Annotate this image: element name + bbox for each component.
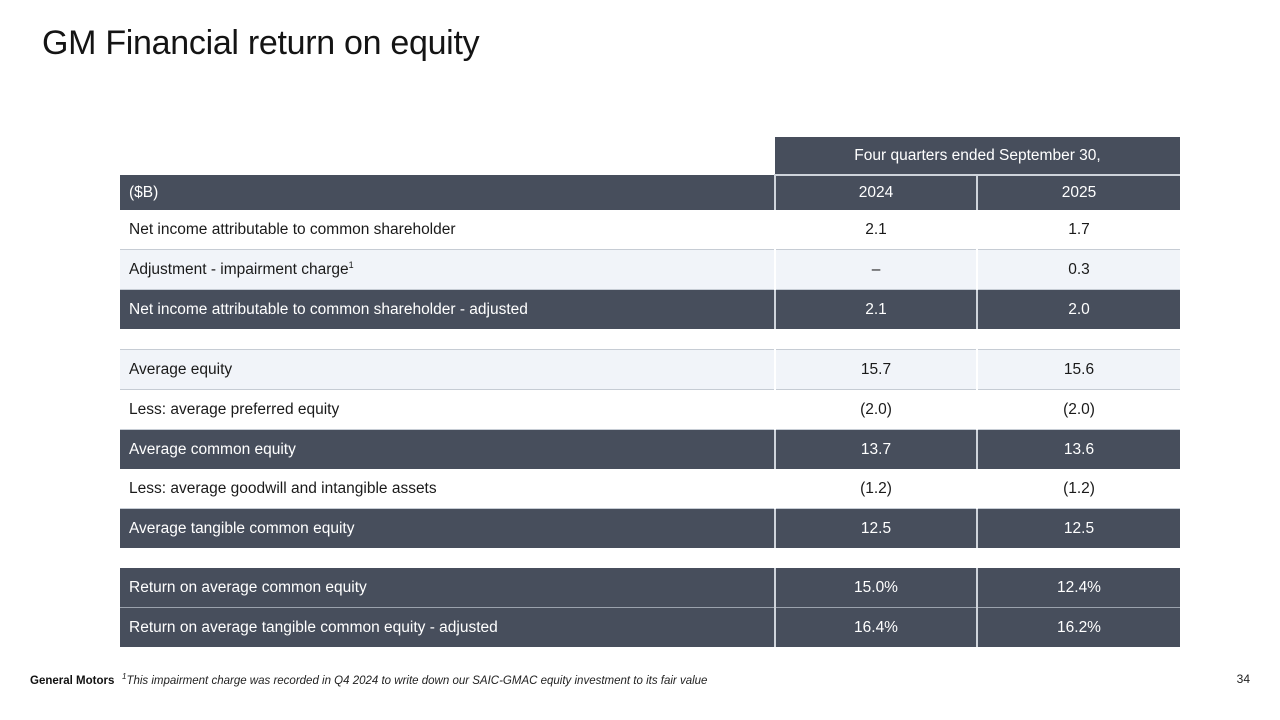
row-label-cell: Return on average tangible common equity… — [120, 607, 775, 647]
value-cell-2025: 1.7 — [977, 210, 1180, 250]
row-label-superscript: 1 — [348, 259, 354, 270]
row-label: Average equity — [129, 360, 233, 378]
footer-brand: General Motors — [30, 675, 115, 687]
roe-table-body: Net income attributable to common shareh… — [120, 210, 1180, 647]
value-cell-2024: (2.0) — [775, 389, 977, 430]
table-spacer-row — [120, 548, 1180, 568]
value-cell-2025: 0.3 — [976, 249, 1180, 290]
page-title: GM Financial return on equity — [42, 24, 480, 62]
row-label: Adjustment - impairment charge — [129, 260, 349, 278]
table-row: Return on average common equity 15.0% 12… — [120, 568, 1180, 608]
row-label: Return on average common equity — [129, 578, 367, 596]
value-cell-2025: (1.2) — [977, 469, 1180, 509]
row-label-cell: Less: average preferred equity — [120, 389, 775, 430]
table-row: Less: average goodwill and intangible as… — [120, 469, 1180, 509]
row-label: Average tangible common equity — [129, 519, 355, 537]
table-row: Return on average tangible common equity… — [120, 607, 1180, 647]
unit-header-cell: ($B) — [120, 175, 775, 210]
value-cell-2024: 16.4% — [774, 607, 977, 647]
table-column-header-row: ($B) 2024 2025 — [120, 175, 1180, 210]
row-label-cell: Average equity — [120, 349, 775, 390]
value-cell-2025: 13.6 — [976, 429, 1180, 469]
value-cell-2024: (1.2) — [775, 469, 977, 509]
value-cell-2024: – — [774, 249, 977, 290]
row-label: Less: average preferred equity — [129, 400, 340, 418]
year-header-2024: 2024 — [774, 175, 977, 210]
value-cell-2024: 12.5 — [774, 508, 977, 548]
value-cell-2024: 15.7 — [774, 349, 977, 390]
value-cell-2025: 12.5 — [976, 508, 1180, 548]
row-label-cell: Adjustment - impairment charge1 — [120, 249, 775, 290]
row-label: Average common equity — [129, 440, 296, 458]
table-span-header-row: Four quarters ended September 30, — [120, 137, 1180, 176]
table-row: Less: average preferred equity (2.0) (2.… — [120, 389, 1180, 430]
table-row: Adjustment - impairment charge1 – 0.3 — [120, 249, 1180, 290]
table-row: Average tangible common equity 12.5 12.5 — [120, 508, 1180, 548]
footnote-superscript: 1 — [122, 672, 127, 682]
table-row: Net income attributable to common shareh… — [120, 210, 1180, 250]
row-label: Less: average goodwill and intangible as… — [129, 479, 437, 497]
span-header-cell: Four quarters ended September 30, — [775, 137, 1180, 176]
row-label-cell: Average tangible common equity — [120, 508, 775, 548]
footnote-text: This impairment charge was recorded in Q… — [126, 675, 708, 687]
span-header-spacer-cell — [120, 137, 775, 175]
spacer-cell — [120, 329, 1180, 350]
value-cell-2024: 15.0% — [774, 568, 977, 608]
row-label: Return on average tangible common equity… — [129, 618, 498, 636]
table-row: Net income attributable to common shareh… — [120, 289, 1180, 329]
row-label: Net income attributable to common shareh… — [129, 300, 528, 318]
row-label-cell: Average common equity — [120, 429, 775, 469]
row-label-cell: Net income attributable to common shareh… — [120, 289, 775, 329]
roe-table-grid: Four quarters ended September 30, ($B) 2… — [120, 137, 1180, 647]
value-cell-2025: (2.0) — [977, 389, 1180, 430]
value-cell-2025: 15.6 — [976, 349, 1180, 390]
row-label-cell: Return on average common equity — [120, 568, 775, 608]
roe-table: Four quarters ended September 30, ($B) 2… — [120, 137, 1180, 647]
value-cell-2024: 2.1 — [774, 289, 977, 329]
row-label-cell: Net income attributable to common shareh… — [120, 210, 775, 250]
table-row: Average equity 15.7 15.6 — [120, 349, 1180, 390]
value-cell-2024: 13.7 — [774, 429, 977, 469]
row-label: Net income attributable to common shareh… — [129, 220, 456, 238]
page-number: 34 — [1236, 672, 1250, 686]
value-cell-2025: 12.4% — [976, 568, 1180, 608]
footnote: 1This impairment charge was recorded in … — [122, 672, 708, 687]
table-spacer-row — [120, 329, 1180, 350]
value-cell-2025: 16.2% — [976, 607, 1180, 647]
row-label-cell: Less: average goodwill and intangible as… — [120, 469, 775, 509]
value-cell-2024: 2.1 — [775, 210, 977, 250]
year-header-2025: 2025 — [976, 175, 1180, 210]
value-cell-2025: 2.0 — [976, 289, 1180, 329]
table-row: Average common equity 13.7 13.6 — [120, 429, 1180, 469]
spacer-cell — [120, 548, 1180, 568]
